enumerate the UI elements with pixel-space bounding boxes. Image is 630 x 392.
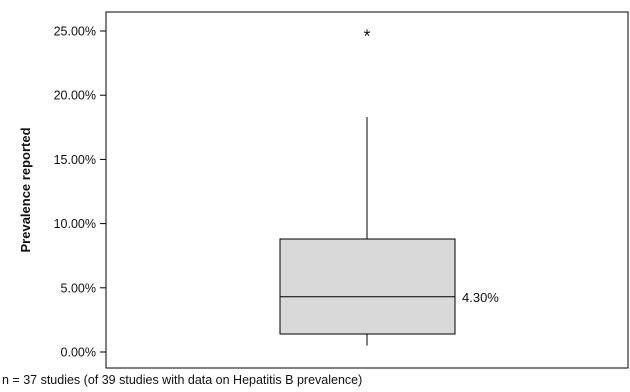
- interquartile-box: [279, 238, 456, 335]
- y-tick-label: 5.00%: [61, 281, 96, 295]
- y-tick-label: 15.00%: [54, 153, 96, 167]
- y-tick-label: 0.00%: [61, 346, 96, 360]
- outlier-marker: *: [363, 26, 370, 46]
- median-data-label: 4.30%: [462, 290, 499, 305]
- y-tick-label: 10.00%: [54, 217, 96, 231]
- y-axis-label: Prevalence reported: [18, 127, 33, 252]
- y-tick-label: 20.00%: [54, 89, 96, 103]
- footnote: n = 37 studies (of 39 studies with data …: [2, 373, 363, 387]
- box-plot-series: 4.30% *: [279, 26, 499, 346]
- y-tick-label: 25.00%: [54, 25, 96, 39]
- y-axis: 0.00% 5.00% 10.00% 15.00% 20.00% 25.00%: [54, 25, 106, 360]
